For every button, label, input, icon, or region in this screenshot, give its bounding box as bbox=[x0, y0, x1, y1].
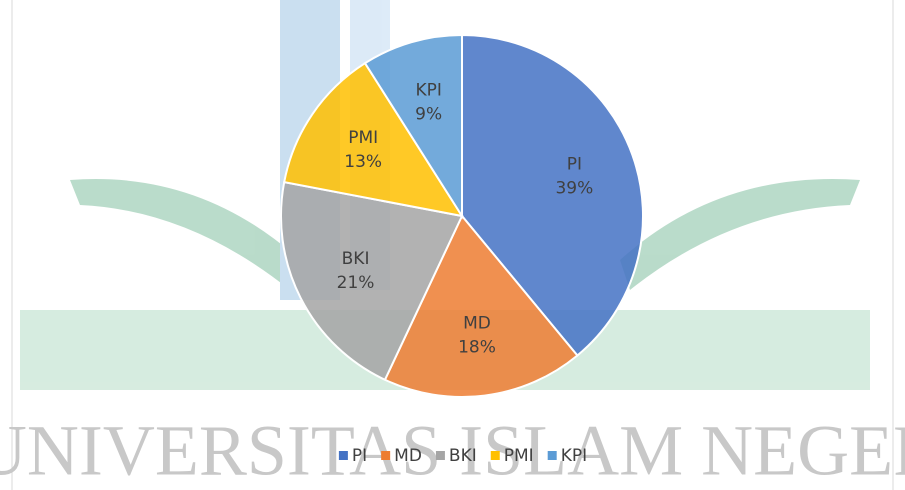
slice-category-label: PI bbox=[567, 155, 582, 175]
slice-value-label: 39% bbox=[555, 179, 593, 199]
chart: PI39%MD18%BKI21%PMI13%KPI9% UNIVERSITAS … bbox=[0, 0, 905, 490]
slice-value-label: 9% bbox=[415, 104, 442, 124]
legend-label: PMI bbox=[504, 446, 534, 466]
slice-category-label: BKI bbox=[342, 249, 370, 269]
slice-category-label: PMI bbox=[348, 128, 378, 148]
slice-value-label: 18% bbox=[458, 338, 496, 358]
slice-value-label: 21% bbox=[337, 273, 375, 293]
legend-swatch bbox=[339, 451, 348, 460]
legend-label: KPI bbox=[561, 446, 587, 466]
legend-label: PI bbox=[352, 446, 367, 466]
legend-swatch bbox=[548, 451, 557, 460]
legend-swatch bbox=[381, 451, 390, 460]
slice-value-label: 13% bbox=[344, 152, 382, 172]
legend-swatch bbox=[491, 451, 500, 460]
legend-label: MD bbox=[394, 446, 422, 466]
slice-category-label: MD bbox=[463, 314, 491, 334]
legend-label: BKI bbox=[449, 446, 477, 466]
legend-swatch bbox=[436, 451, 445, 460]
pie: PI 39% MD 18% BKI 21% PMI 13% KPI 9% bbox=[281, 35, 643, 397]
slice-category-label: KPI bbox=[415, 80, 441, 100]
